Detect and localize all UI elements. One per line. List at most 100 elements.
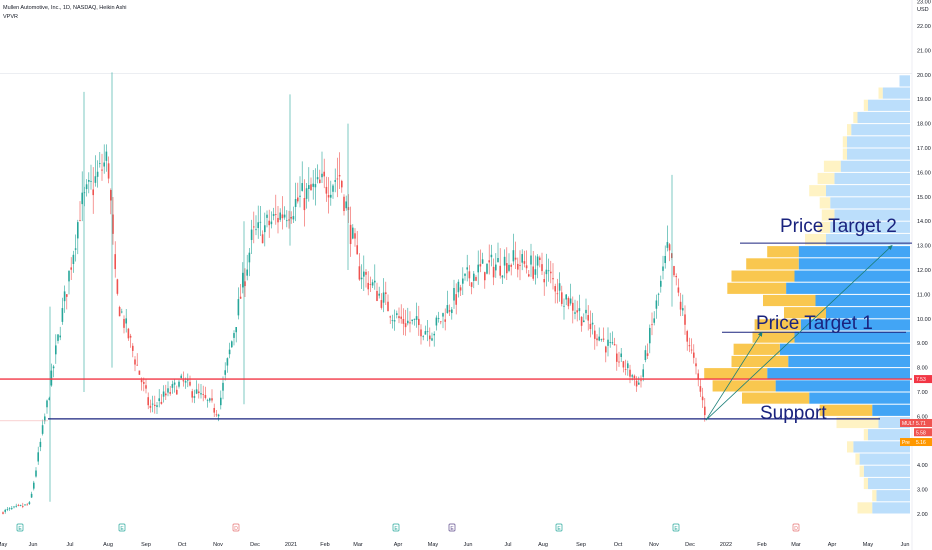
candle-body: [580, 316, 583, 326]
candle-body: [140, 379, 143, 383]
candle-body: [314, 184, 317, 188]
candle-body: [501, 275, 504, 278]
candle-body: [627, 363, 629, 369]
candle-body: [380, 300, 383, 308]
price-label-text: 7.53: [916, 377, 926, 383]
y-tick-label: 19.00: [917, 97, 931, 103]
arrow-to-target-1[interactable]: [705, 331, 763, 421]
candle-body: [660, 280, 662, 287]
candle-body: [151, 403, 154, 405]
candle-body: [503, 256, 506, 266]
candle-body: [239, 296, 242, 299]
y-tick-label: 2.00: [917, 512, 928, 518]
vp-down-bar: [853, 111, 858, 124]
candle-body: [539, 257, 541, 261]
x-axis: May Jun Jul Aug Sep Oct Nov Dec 2021 Feb Mar Apr May…: [0, 542, 909, 548]
candle-body: [90, 180, 92, 182]
candle-body: [517, 263, 519, 270]
candle-body: [136, 364, 138, 366]
candle-body: [662, 266, 664, 271]
candle-body: [107, 163, 110, 179]
event-marker[interactable]: E: [448, 523, 456, 532]
candle-body: [343, 196, 345, 212]
candle-body: [554, 286, 556, 292]
candle-body: [297, 197, 299, 202]
candle-body: [277, 217, 279, 223]
candle-body: [407, 320, 409, 324]
candle-body: [378, 293, 380, 296]
candle-body: [492, 266, 495, 278]
y-tick-label: 8.00: [917, 366, 928, 372]
x-tick-label: May: [863, 542, 874, 548]
candle-body: [116, 279, 119, 294]
candle-body: [244, 281, 246, 287]
x-tick-label: Jun: [464, 542, 473, 548]
candle-body: [699, 386, 702, 392]
event-marker[interactable]: E: [118, 523, 126, 532]
indicator-label: VPVR: [3, 14, 18, 20]
candle-body: [325, 186, 328, 194]
candle-body: [640, 380, 642, 382]
candle-body: [147, 397, 149, 406]
vp-up-bar: [876, 490, 910, 502]
candle-body: [57, 334, 59, 341]
candle-body: [48, 398, 50, 400]
candle-body: [398, 316, 400, 319]
candle-body: [195, 389, 198, 394]
candle-body: [704, 406, 706, 416]
vp-down-bar: [727, 282, 787, 294]
vp-down-bar: [847, 441, 854, 453]
candle-body: [638, 382, 640, 385]
candle-body: [268, 220, 270, 226]
candle-body: [250, 229, 253, 240]
y-tick-label: 21.00: [917, 48, 931, 54]
x-tick-label: 2021: [285, 542, 297, 548]
event-marker[interactable]: D: [792, 523, 800, 532]
candle-body: [259, 221, 262, 223]
candle-body: [169, 392, 171, 394]
candle-body: [624, 369, 627, 370]
event-marker-box: [792, 523, 800, 532]
vp-down-bar: [859, 465, 864, 477]
event-marker[interactable]: E: [16, 523, 24, 532]
candle-body: [332, 185, 334, 192]
annotation-label[interactable]: Support: [760, 403, 827, 424]
annotation-label[interactable]: Price Target 1: [756, 313, 873, 334]
arrow-to-target-2[interactable]: [705, 245, 893, 421]
candle-body: [631, 375, 633, 377]
candle-body: [415, 316, 418, 320]
candle-body: [400, 316, 402, 319]
candle-body: [167, 388, 169, 393]
candle-body: [420, 329, 422, 337]
price-label-bg: [914, 438, 932, 447]
event-marker[interactable]: E: [392, 523, 400, 532]
y-tick-label: 14.00: [917, 219, 931, 225]
vp-down-bar: [805, 233, 826, 246]
x-tick-label: Feb: [757, 542, 766, 548]
price-label-bg: [914, 428, 932, 437]
vp-down-bar: [767, 246, 799, 258]
event-marker-letter: E: [18, 526, 22, 532]
annotation-label[interactable]: Price Target 2: [780, 216, 897, 237]
candle-body: [587, 315, 589, 321]
x-tick-label: Feb: [320, 542, 329, 548]
event-marker[interactable]: E: [672, 523, 680, 532]
candle-body: [70, 267, 72, 270]
vp-up-bar: [878, 416, 910, 429]
event-marker[interactable]: E: [555, 523, 563, 532]
candle-body: [33, 482, 35, 489]
candle-body: [668, 244, 671, 251]
candle-body: [338, 175, 341, 177]
candle-body: [572, 302, 574, 311]
candle-body: [336, 178, 339, 180]
event-marker[interactable]: D: [232, 523, 240, 532]
vp-down-bar: [872, 490, 877, 502]
candle-body: [191, 391, 193, 398]
candle-body: [583, 320, 585, 323]
event-marker-letter: E: [394, 526, 398, 532]
candle-body: [431, 338, 433, 341]
price-label-text: MULN: [902, 421, 917, 427]
candle-body: [162, 391, 165, 397]
